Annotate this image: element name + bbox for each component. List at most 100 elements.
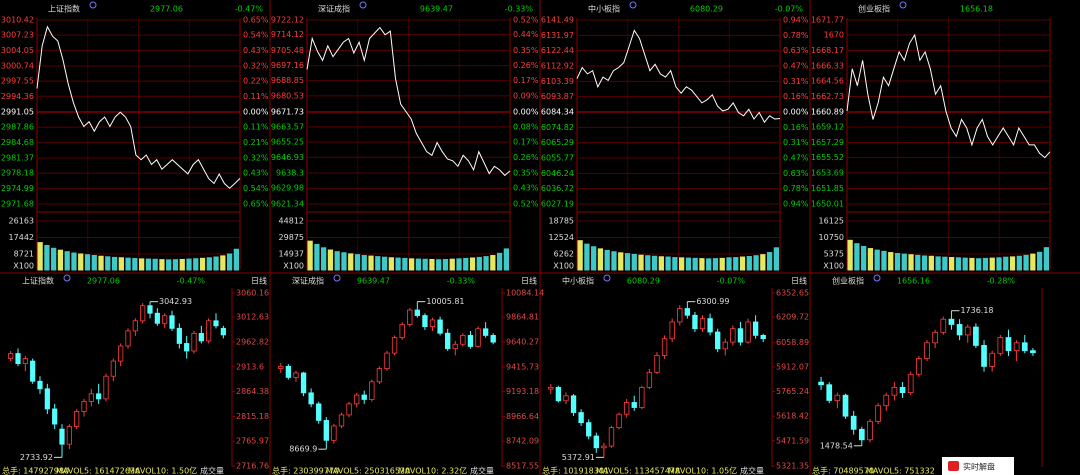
price: 9639.47 xyxy=(357,277,390,286)
pct-tick-label: 0.17% xyxy=(513,76,539,85)
candle-body xyxy=(730,328,736,343)
y-tick-label: 2765.97 xyxy=(236,437,269,446)
volume-bar xyxy=(409,258,415,271)
volume-bar xyxy=(91,254,97,271)
footer-text: 成交量 xyxy=(470,466,494,475)
candle-body xyxy=(818,381,824,386)
volume-bar xyxy=(915,254,921,271)
candle-body xyxy=(593,435,599,449)
volume-bar xyxy=(381,256,388,271)
y-tick-label: 6084.34 xyxy=(541,108,574,117)
volume-bar xyxy=(105,256,111,271)
volume-bar xyxy=(152,258,158,271)
y-tick-label: 9629.98 xyxy=(271,184,304,193)
realtime-button[interactable]: 实时解盘 xyxy=(942,457,1014,475)
y-tick-label: 5321.35 xyxy=(776,462,809,471)
volume-bar xyxy=(226,253,233,271)
volume-bar xyxy=(861,245,867,271)
candle-body xyxy=(842,394,849,417)
y-tick-label: 3060.16 xyxy=(236,289,269,298)
button-icon[interactable] xyxy=(948,461,959,471)
volume-bar xyxy=(597,248,604,271)
y-tick-label: 9714.12 xyxy=(271,30,304,39)
pct-tick-label: 0.54% xyxy=(243,31,269,40)
volume-bar xyxy=(402,257,408,271)
info-icon xyxy=(89,1,97,9)
volume-bar xyxy=(753,255,759,271)
candle-body xyxy=(88,393,94,402)
volume-bar xyxy=(591,246,597,271)
candle-body xyxy=(875,405,881,422)
volume-tick-label: 12524 xyxy=(549,233,574,242)
volume-bar xyxy=(935,256,941,271)
volume-bar xyxy=(220,255,226,271)
volume-bar xyxy=(1003,256,1009,271)
volume-bar xyxy=(888,252,894,271)
candle-body xyxy=(490,335,496,343)
volume-bar xyxy=(672,257,678,271)
pct-tick-label: 0.54% xyxy=(243,184,269,193)
pct-tick-label: 0.16% xyxy=(783,92,809,101)
candle-body xyxy=(548,386,554,390)
candle-body xyxy=(570,395,577,413)
candle-body xyxy=(353,394,360,405)
candle-body xyxy=(989,352,996,367)
pct-tick-label: 0.22% xyxy=(243,77,269,86)
volume-bar xyxy=(422,258,428,271)
candle-body xyxy=(384,352,390,369)
candle-body xyxy=(997,337,1004,354)
volume-bar xyxy=(679,257,685,271)
volume-bar xyxy=(766,252,773,271)
y-tick-label: 1671.77 xyxy=(811,16,844,25)
volume-bar xyxy=(179,258,185,271)
volume-bar xyxy=(476,256,482,271)
candle-body xyxy=(715,331,721,350)
volume-bar xyxy=(199,257,206,271)
candle-body xyxy=(452,343,458,350)
candle-body xyxy=(66,426,72,445)
y-tick-label: 1666.33 xyxy=(811,62,844,71)
candle-body xyxy=(826,384,833,401)
button-label[interactable]: 实时解盘 xyxy=(963,462,995,472)
volume-bar xyxy=(321,247,327,271)
volume-bar xyxy=(172,259,179,271)
pct-tick-label: 0.63% xyxy=(783,46,809,55)
volume-tick-label: 16125 xyxy=(819,217,844,226)
volume-bar xyxy=(733,257,739,271)
pct-tick-label: 0.11% xyxy=(243,123,269,132)
pct-tick-label: 0.78% xyxy=(783,184,809,193)
y-tick-label: 9722.12 xyxy=(271,16,304,25)
candle-body xyxy=(391,337,398,354)
candle-body xyxy=(699,318,706,330)
high-label: 3042.93 xyxy=(159,297,192,306)
volume-bar xyxy=(1043,247,1049,271)
volume-unit: X100 xyxy=(13,262,34,271)
candle-body xyxy=(132,320,138,332)
y-tick-label: 9415.73 xyxy=(506,362,539,371)
y-tick-label: 1660.89 xyxy=(811,108,844,117)
y-tick-label: 6122.44 xyxy=(541,46,574,55)
y-tick-label: 2716.76 xyxy=(236,462,269,471)
candle-body xyxy=(407,309,413,325)
pct-tick-label: 0.32% xyxy=(243,153,269,162)
volume-bar xyxy=(969,257,975,271)
volume-bar xyxy=(962,257,968,271)
y-tick-label: 6065.29 xyxy=(541,138,574,147)
low-label: 8669.9 xyxy=(289,445,317,454)
footer-text: 总手: 230399770 xyxy=(272,466,339,475)
volume-bar xyxy=(760,254,766,271)
volume-bar xyxy=(166,259,172,271)
y-tick-label: 8517.55 xyxy=(506,462,539,471)
button-bg[interactable] xyxy=(942,457,1014,475)
volume-bar xyxy=(773,247,779,271)
volume-bar xyxy=(699,258,705,271)
change-pct: -0.07% xyxy=(775,5,804,14)
volume-bar xyxy=(483,256,489,271)
candle-body xyxy=(125,330,131,347)
y-tick-label: 2997.55 xyxy=(1,77,34,86)
candle-body xyxy=(578,412,584,424)
y-tick-label: 2913.6 xyxy=(236,362,264,371)
y-tick-label: 2815.18 xyxy=(236,412,269,421)
info-icon xyxy=(333,274,341,282)
candle-body xyxy=(285,365,292,378)
